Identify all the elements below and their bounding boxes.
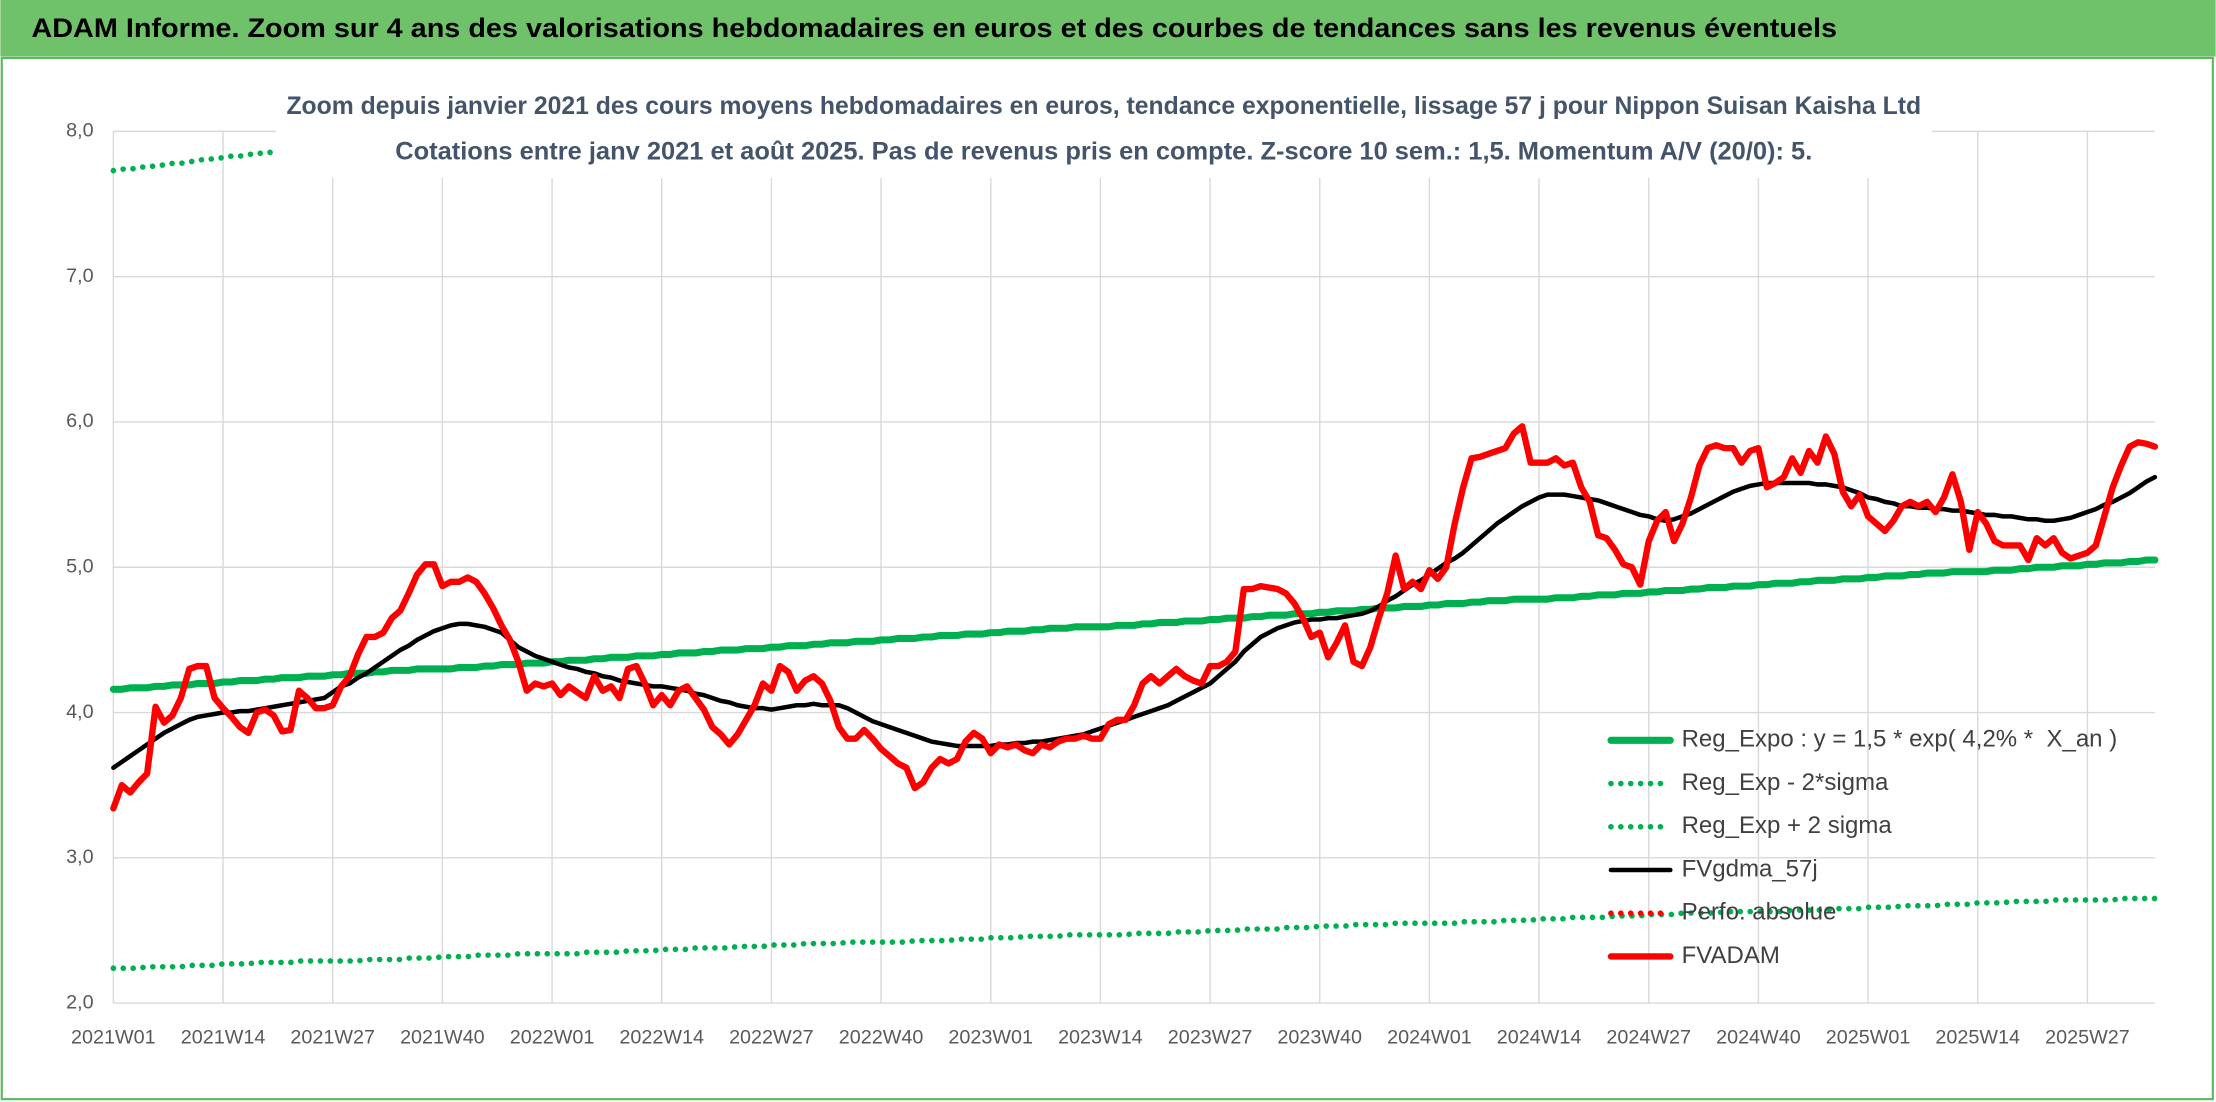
series-line [110, 423, 2159, 812]
legend-label: Reg_Exp + 2 sigma [1682, 812, 1893, 839]
x-tick-label: 2023W14 [1058, 1027, 1143, 1049]
x-tick-label: 2025W01 [1826, 1027, 1911, 1049]
legend-label: FVADAM [1682, 942, 1780, 969]
y-tick-label: 4,0 [66, 701, 93, 723]
y-tick-label: 6,0 [66, 410, 93, 432]
chart-title: Zoom depuis janvier 2021 des cours moyen… [286, 92, 1921, 120]
y-tick-label: 3,0 [66, 846, 93, 868]
x-tick-label: 2023W01 [948, 1027, 1033, 1049]
x-tick-label: 2023W40 [1277, 1027, 1362, 1049]
x-tick-label: 2023W27 [1168, 1027, 1253, 1049]
chart-subtitle: Cotations entre janv 2021 et août 2025. … [395, 137, 1812, 165]
y-tick-label: 5,0 [66, 555, 93, 577]
x-tick-label: 2024W27 [1606, 1027, 1691, 1049]
legend-label: Reg_Expo : y = 1,5 * exp( 4,2% * X_an ) [1682, 726, 2118, 753]
y-tick-label: 7,0 [66, 265, 93, 287]
x-tick-label: 2024W14 [1497, 1027, 1582, 1049]
x-tick-label: 2022W01 [510, 1027, 595, 1049]
x-tick-label: 2025W14 [1935, 1027, 2020, 1049]
x-tick-label: 2021W01 [71, 1027, 156, 1049]
x-tick-label: 2022W27 [729, 1027, 814, 1049]
chart-border [0, 56, 2214, 1101]
x-tick-label: 2024W40 [1716, 1027, 1801, 1049]
x-tick-label: 2021W27 [290, 1027, 375, 1049]
x-tick-label: 2025W27 [2045, 1027, 2130, 1049]
series-group [109, 131, 2159, 972]
y-tick-label: 8,0 [66, 120, 93, 142]
y-tick-label: 2,0 [66, 991, 93, 1013]
series-line [109, 556, 2159, 693]
legend-label: Perfo. absolue [1682, 899, 1837, 926]
legend-label: FVgdma_57j [1682, 855, 1818, 882]
x-tick-label: 2021W14 [181, 1027, 266, 1049]
header-bar [0, 0, 2216, 57]
header-title: ADAM Informe. Zoom sur 4 ans des valoris… [31, 13, 1837, 43]
x-tick-label: 2024W01 [1387, 1027, 1472, 1049]
title-box [275, 84, 1932, 179]
series-line [111, 474, 2158, 771]
legend-label: Reg_Exp - 2*sigma [1682, 769, 1889, 796]
x-tick-label: 2022W40 [839, 1027, 924, 1049]
legend: Reg_Expo : y = 1,5 * exp( 4,2% * X_an ) R… [1607, 726, 2118, 969]
x-tick-label: 2021W40 [400, 1027, 485, 1049]
x-tick-label: 2022W14 [619, 1027, 704, 1049]
